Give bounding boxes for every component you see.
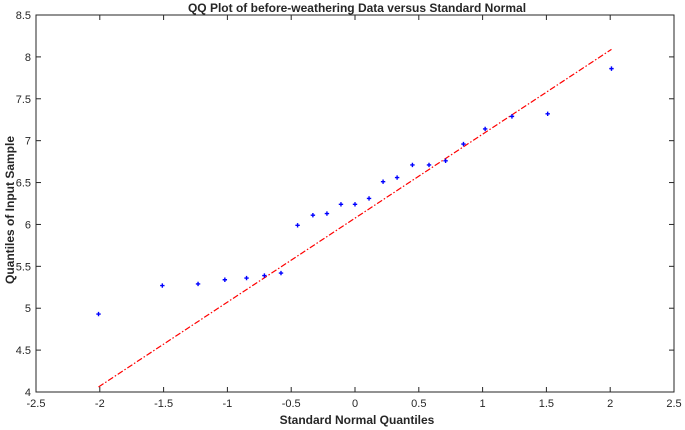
reference-line xyxy=(98,48,612,388)
data-point xyxy=(160,283,165,288)
x-tick-label: 2.5 xyxy=(666,398,681,410)
x-tick-label: 0.5 xyxy=(411,398,426,410)
y-tick-label: 6.5 xyxy=(16,178,31,190)
data-point xyxy=(278,270,284,276)
x-tick-label: 2 xyxy=(607,398,613,410)
data-point xyxy=(222,277,228,282)
y-tick-label: 7 xyxy=(25,136,31,148)
x-axis-label: Standard Normal Quantiles xyxy=(280,413,435,427)
y-tick-label: 8.5 xyxy=(16,10,31,22)
data-point xyxy=(352,202,358,207)
y-axis-label: Quantiles of Input Sample xyxy=(3,136,17,284)
x-tick-label: -2.5 xyxy=(27,398,46,410)
x-tick-label: -0.5 xyxy=(282,398,301,410)
data-point xyxy=(324,211,330,216)
y-tick-label: 6 xyxy=(25,219,31,231)
data-point xyxy=(509,114,515,119)
x-tick-label: 1.5 xyxy=(539,398,554,410)
data-point xyxy=(482,126,488,132)
data-point xyxy=(394,175,400,180)
y-tick-label: 4 xyxy=(25,387,31,399)
data-point xyxy=(295,223,300,228)
data-point xyxy=(96,311,101,317)
data-point xyxy=(244,275,249,281)
y-tick-label: 4.5 xyxy=(16,345,31,357)
data-point xyxy=(410,162,415,168)
x-tick-label: 1 xyxy=(480,398,486,410)
data-point xyxy=(262,273,267,278)
data-point xyxy=(380,179,386,184)
data-point xyxy=(426,162,432,168)
x-tick-label: -2 xyxy=(95,398,105,410)
y-tick-label: 5.5 xyxy=(16,261,31,273)
plot-area: -2.5 -2 -1.5 -1 -0.5 0 0.5 1 1.5 2 2.5 4 4.5 5 5.5 6 6.5… xyxy=(16,10,682,410)
data-point xyxy=(195,281,201,287)
chart-title: QQ Plot of before-weathering Data versus… xyxy=(188,1,526,15)
data-point xyxy=(366,196,372,201)
data-point xyxy=(338,202,344,207)
y-tick-label: 8 xyxy=(25,52,31,64)
y-tick-label: 7.5 xyxy=(16,94,31,106)
y-tick-label: 5 xyxy=(25,303,31,315)
data-point xyxy=(310,213,316,218)
data-point xyxy=(443,158,448,163)
data-point xyxy=(609,66,614,71)
data-point xyxy=(545,111,550,117)
x-tick-label: 0 xyxy=(352,398,358,410)
x-tick-label: -1.5 xyxy=(154,398,173,410)
data-point xyxy=(461,141,466,147)
x-tick-label: -1 xyxy=(223,398,233,410)
